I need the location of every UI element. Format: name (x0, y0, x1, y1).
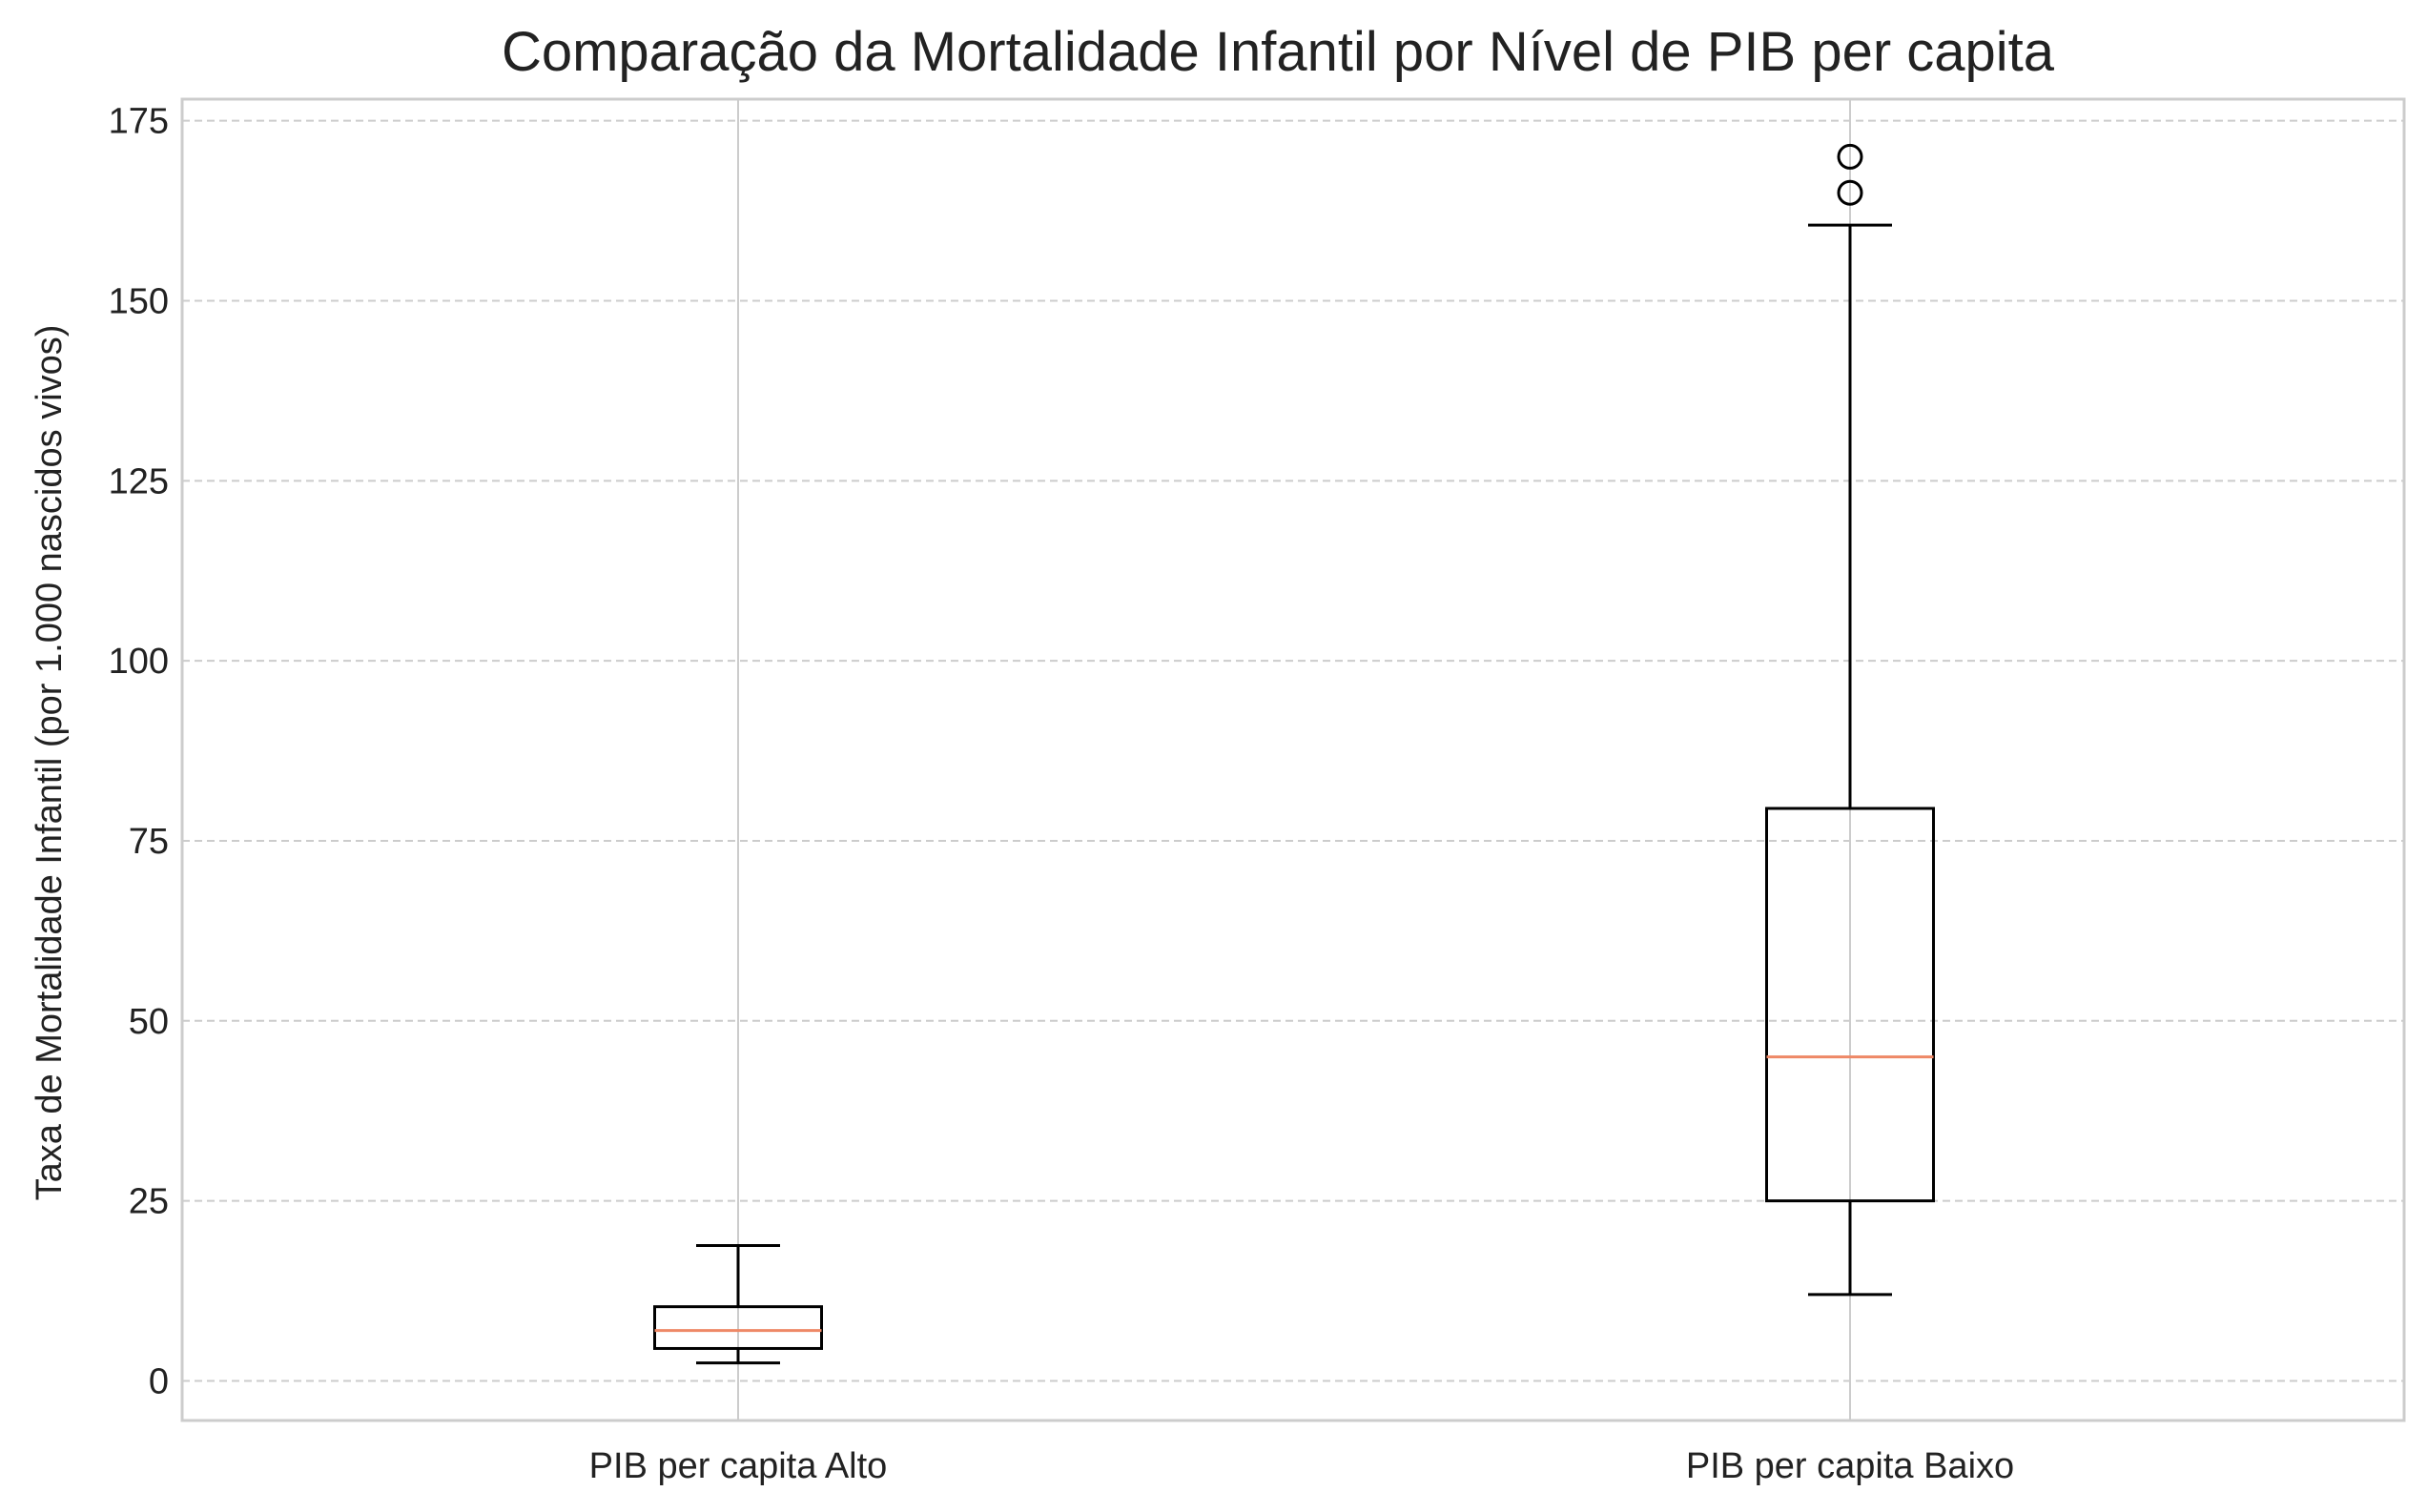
ticks-layer: 0 25 50 75 100 125 150 175 PIB per capita Alto PI… (109, 102, 2015, 1486)
y-tick-label: 75 (129, 822, 169, 862)
outlier-point (1837, 143, 1863, 170)
y-tick-label: 25 (129, 1182, 169, 1222)
box-group (1765, 143, 1935, 1297)
x-tick-label: PIB per capita Baixo (1686, 1446, 2014, 1486)
y-tick-label: 150 (109, 281, 169, 321)
y-tick-label: 125 (109, 461, 169, 501)
marks-layer (653, 143, 1935, 1365)
grid-layer (182, 99, 2404, 1420)
y-tick-label: 0 (149, 1361, 169, 1401)
y-tick-label: 100 (109, 642, 169, 682)
box-group (653, 1243, 823, 1365)
outlier-point (1837, 179, 1863, 206)
y-tick-label: 175 (109, 102, 169, 142)
y-axis-label: Taxa de Mortalidade Infantil (por 1.000 … (30, 325, 70, 1201)
y-tick-label: 50 (129, 1002, 169, 1042)
box-body (653, 1305, 823, 1350)
x-tick-label: PIB per capita Alto (589, 1446, 888, 1486)
plot-frame (180, 97, 2406, 1422)
box-body (1765, 807, 1935, 1203)
chart-title: Comparação da Mortalidade Infantil por N… (502, 21, 2055, 83)
